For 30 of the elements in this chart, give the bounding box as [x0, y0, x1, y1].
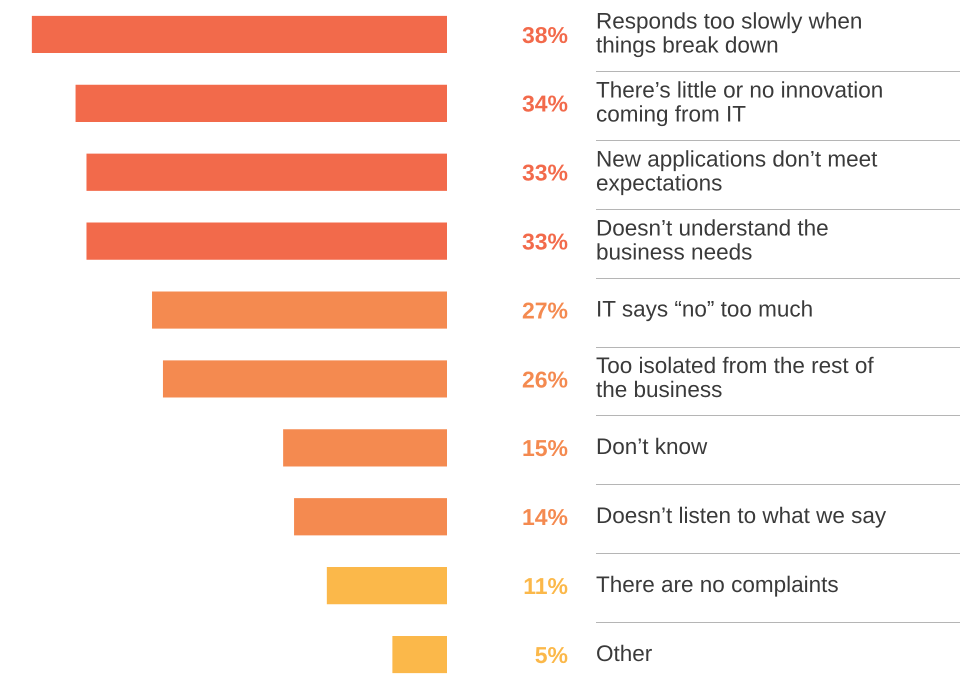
bar: [326, 567, 447, 604]
bar: [294, 498, 447, 536]
data-label: 34%: [522, 90, 568, 117]
bar: [86, 222, 447, 260]
data-label: 26%: [522, 366, 568, 392]
bar: [32, 16, 447, 54]
data-label: 27%: [522, 297, 568, 324]
data-label: 33%: [522, 228, 568, 254]
y-tick-label: Other: [596, 640, 653, 666]
bar: [86, 154, 447, 191]
y-tick-label: There’s little or no innovation coming from IT: [596, 78, 884, 127]
data-label: 11%: [523, 572, 568, 599]
bar: [392, 636, 447, 674]
y-tick-label: Don’t know: [596, 434, 708, 460]
y-tick-label: Doesn’t listen to what we say: [596, 502, 887, 528]
y-tick-label: Doesn’t understand the business needs: [596, 215, 829, 264]
bar: [76, 84, 447, 122]
data-label: 14%: [522, 504, 568, 530]
data-label: 5%: [534, 642, 568, 668]
bar: [152, 291, 447, 329]
data-label: 33%: [522, 160, 568, 186]
y-tick-label: Too isolated from the rest of the business: [596, 353, 874, 402]
data-label: 15%: [522, 435, 568, 462]
y-tick-label: Responds too slowly when things break down: [596, 8, 862, 58]
bar: [162, 360, 447, 398]
y-tick-label: New applications don’t meet expectations: [596, 146, 878, 196]
data-label: 38%: [522, 22, 568, 48]
bar: [283, 429, 447, 466]
y-tick-label: There are no complaints: [596, 572, 839, 597]
y-tick-label: IT says “no” too much: [596, 296, 814, 322]
